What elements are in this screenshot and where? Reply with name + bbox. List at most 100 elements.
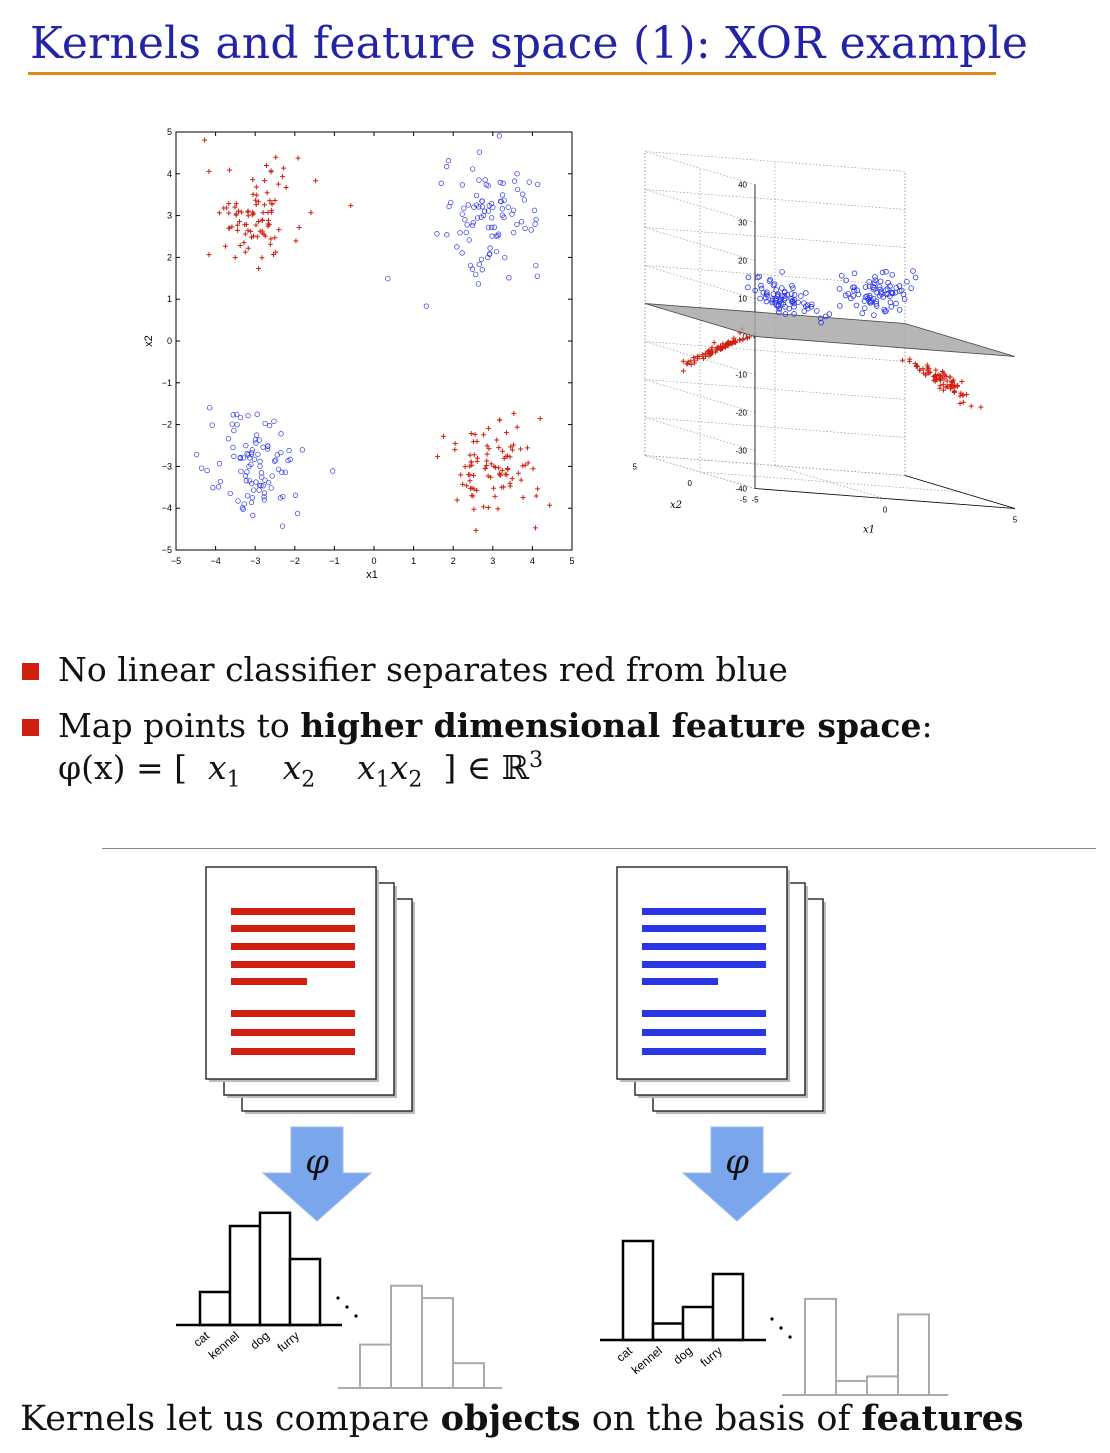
- blue-point: [279, 523, 286, 529]
- red-point: [917, 367, 923, 373]
- red-point: [226, 210, 232, 216]
- blue-point: [251, 487, 257, 493]
- blue-point: [485, 183, 491, 189]
- blue-point: [777, 297, 784, 304]
- blue-point: [245, 452, 251, 458]
- ellipsis-dot: [770, 1317, 774, 1321]
- x-tick-label: −5: [171, 556, 181, 566]
- red-point: [233, 201, 239, 207]
- bullet-tail: :: [921, 706, 933, 745]
- blue-point: [501, 197, 507, 203]
- red-point: [268, 236, 274, 242]
- blue-point: [243, 442, 249, 449]
- red-point: [268, 168, 274, 174]
- red-point: [280, 173, 286, 179]
- red-point: [945, 383, 951, 389]
- blue-point: [253, 479, 259, 485]
- blue-point: [469, 266, 476, 272]
- red-point: [468, 486, 474, 492]
- blue-point: [514, 186, 521, 193]
- blue-point: [763, 298, 770, 305]
- blue-point: [261, 494, 267, 500]
- text-line: [642, 961, 766, 968]
- ellipsis-dot: [354, 1314, 358, 1318]
- red-point: [484, 458, 490, 464]
- blue-point: [230, 412, 236, 418]
- blue-point: [511, 178, 518, 184]
- blue-point: [791, 311, 797, 317]
- text-line: [231, 908, 355, 915]
- blue-point: [498, 198, 504, 205]
- formula-sub: 1: [226, 767, 241, 793]
- blue-point: [872, 277, 879, 284]
- blue-point: [462, 217, 468, 223]
- red-point: [293, 238, 299, 244]
- blue-point: [745, 284, 751, 291]
- red-point: [495, 506, 501, 512]
- blue-point: [286, 447, 292, 454]
- text-line: [231, 1010, 355, 1017]
- blue-point: [873, 298, 880, 305]
- red-point: [708, 352, 714, 358]
- red-point: [255, 219, 261, 225]
- red-point: [206, 168, 212, 174]
- blue-point: [473, 271, 479, 277]
- blue-point: [883, 268, 889, 275]
- blue-point: [198, 465, 205, 471]
- text-line: [231, 978, 307, 985]
- y-tick-label: −1: [162, 378, 172, 388]
- text-line: [642, 1048, 766, 1055]
- blue-point: [760, 289, 767, 296]
- blue-point: [275, 466, 282, 472]
- red-point: [273, 249, 279, 255]
- red-point: [245, 208, 251, 214]
- blue-point: [866, 279, 872, 285]
- category-label: dog: [671, 1344, 695, 1368]
- blue-point: [292, 492, 299, 498]
- blue-point: [245, 412, 251, 419]
- blue-point: [893, 285, 900, 291]
- histogram-bar: [621, 1239, 655, 1342]
- red-point: [530, 466, 536, 472]
- blue-point: [206, 405, 213, 411]
- blue-point: [495, 233, 501, 239]
- red-point: [684, 361, 690, 367]
- histogram-bar: [228, 1224, 262, 1327]
- blue-point: [851, 270, 858, 277]
- y-tick-label: −2: [162, 420, 172, 430]
- grid-line: [644, 151, 756, 185]
- red-point: [452, 447, 458, 453]
- red-point: [482, 466, 488, 472]
- red-point: [484, 451, 490, 457]
- red-point: [271, 252, 277, 258]
- blue-point: [871, 312, 877, 318]
- xor-scatter-2d: −5 −4 −3 −2 −1 0 1 2 3 4 5 −5 −4 −3 −2 −1 0 1 2 3 4 5 x1 x2: [143, 127, 575, 581]
- red-point: [522, 462, 528, 468]
- red-point: [227, 225, 233, 231]
- red-point: [202, 137, 208, 143]
- blue-point: [230, 444, 236, 451]
- red-point: [253, 202, 259, 208]
- red-point: [691, 358, 697, 364]
- blue-point: [246, 463, 252, 470]
- blue-point: [256, 437, 262, 443]
- blue-point: [253, 440, 259, 446]
- blue-point: [486, 251, 493, 258]
- red-point: [348, 203, 354, 209]
- red-point: [510, 442, 516, 448]
- blue-point: [868, 299, 874, 306]
- blue-point: [240, 455, 247, 461]
- z-tick-label: -30: [735, 447, 747, 456]
- blue-point: [493, 248, 500, 255]
- blue-point: [231, 427, 237, 434]
- text-line: [642, 925, 766, 932]
- blue-point: [475, 281, 482, 287]
- category-label: dog: [248, 1329, 272, 1353]
- text-line: [231, 943, 355, 950]
- red-point: [533, 493, 539, 499]
- blue-point: [248, 451, 255, 457]
- axis-line: [754, 488, 1016, 509]
- red-point: [265, 209, 271, 215]
- blue-point: [762, 295, 769, 301]
- slide-title: Kernels and feature space (1): XOR examp…: [30, 18, 1029, 69]
